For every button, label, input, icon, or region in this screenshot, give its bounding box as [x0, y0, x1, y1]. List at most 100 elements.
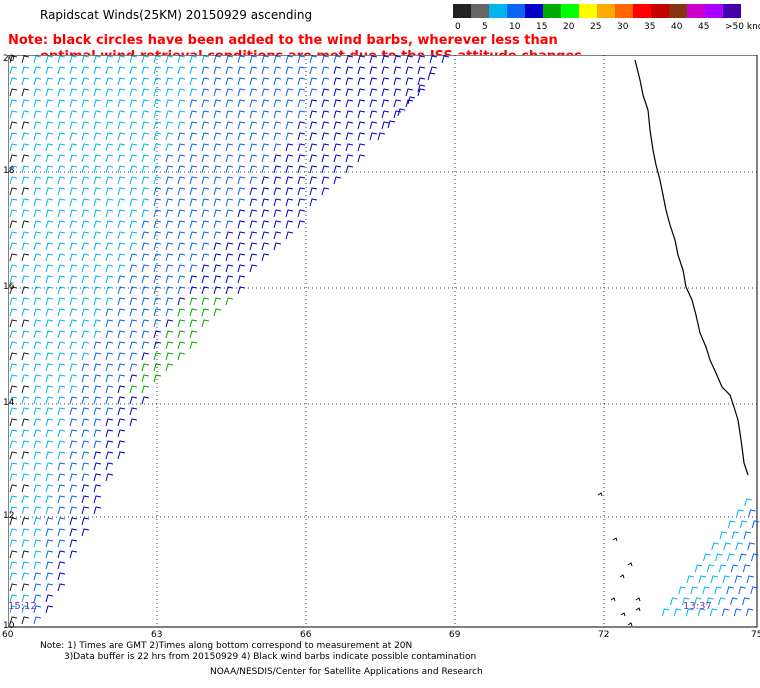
legend-label: 10 — [509, 22, 521, 32]
wind-barb-icon — [237, 121, 246, 130]
wind-barb-icon — [9, 253, 18, 262]
wind-barb-icon — [261, 242, 270, 251]
wind-barb-icon — [153, 154, 162, 163]
wind-barb-icon — [69, 319, 78, 328]
wind-barb-icon — [261, 66, 270, 75]
wind-barb-icon — [309, 110, 318, 119]
wind-barb-icon — [285, 143, 294, 152]
wind-barb-icon — [69, 528, 78, 537]
wind-barb-icon — [57, 275, 66, 284]
wind-barb-icon — [9, 561, 18, 570]
wind-barb-icon — [213, 132, 222, 141]
wind-barb-icon — [153, 341, 162, 350]
wind-barb-icon — [129, 253, 138, 262]
wind-barb-icon — [309, 121, 318, 130]
wind-barb-icon — [177, 297, 186, 306]
wind-barb-icon — [9, 132, 18, 141]
wind-barb-icon — [273, 66, 282, 75]
wind-barb-icon — [321, 187, 330, 196]
wind-barb-icon — [21, 594, 30, 603]
wind-barb-icon — [273, 77, 282, 86]
wind-barb-icon — [201, 308, 210, 317]
wind-barb-icon — [129, 385, 138, 394]
wind-barb-icon — [57, 341, 66, 350]
wind-barb-icon — [105, 220, 114, 229]
island-mark — [627, 622, 633, 627]
wind-barb-icon — [105, 462, 114, 471]
wind-barb-icon — [21, 330, 30, 339]
wind-barb-icon — [33, 583, 42, 592]
wind-barb-icon — [21, 110, 30, 119]
wind-barb-icon — [69, 154, 78, 163]
wind-barb-icon — [201, 220, 210, 229]
wind-barb-icon — [249, 77, 258, 86]
wind-barb-icon — [297, 187, 306, 196]
wind-barb-icon — [189, 187, 198, 196]
wind-barb-icon — [9, 220, 18, 229]
wind-barb-icon — [117, 66, 126, 75]
wind-barb-icon — [81, 176, 90, 185]
wind-barb-icon — [69, 473, 78, 482]
wind-barb-icon — [141, 154, 150, 163]
wind-barb-icon — [333, 121, 342, 130]
wind-barb-icon — [177, 341, 186, 350]
wind-barb-icon — [57, 451, 66, 460]
wind-barb-icon — [81, 253, 90, 262]
wind-barb-icon — [333, 77, 342, 86]
wind-barb-icon — [249, 66, 258, 75]
wind-barb-icon — [21, 231, 30, 240]
wind-barb-icon — [93, 407, 102, 416]
wind-barb-icon — [393, 88, 402, 97]
wind-barb-icon — [285, 132, 294, 141]
wind-barb-icon — [45, 583, 54, 592]
wind-barb-icon — [141, 220, 150, 229]
wind-barb-icon — [141, 99, 150, 108]
wind-barb-icon — [417, 88, 426, 97]
wind-barb-icon — [225, 121, 234, 130]
legend-swatch — [597, 4, 615, 18]
wind-barb-icon — [45, 374, 54, 383]
wind-barb-icon — [9, 583, 18, 592]
wind-barb-icon — [57, 297, 66, 306]
wind-barb-icon — [165, 198, 174, 207]
wind-barb-icon — [393, 55, 402, 64]
wind-barb-icon — [141, 132, 150, 141]
wind-barb-icon — [105, 473, 114, 482]
wind-barb-icon — [81, 286, 90, 295]
longitude-label: 75 — [751, 630, 760, 640]
wind-barb-icon — [33, 99, 42, 108]
wind-barb-icon — [81, 198, 90, 207]
wind-barb-icon — [9, 418, 18, 427]
wind-barb-icon — [129, 209, 138, 218]
wind-barb-icon — [225, 165, 234, 174]
wind-barb-icon — [117, 253, 126, 262]
wind-barb-icon — [201, 253, 210, 262]
wind-barb-icon — [117, 374, 126, 383]
wind-barb-icon — [81, 121, 90, 130]
wind-barb-icon — [9, 605, 18, 614]
wind-barb-icon — [33, 176, 42, 185]
wind-barb-icon — [381, 55, 390, 64]
wind-barb-icon — [225, 143, 234, 152]
wind-barb-icon — [249, 88, 258, 97]
wind-barb-icon — [225, 88, 234, 97]
island-mark — [619, 574, 625, 579]
wind-barb-icon — [718, 564, 727, 573]
wind-barb-icon — [321, 55, 330, 64]
wind-barb-icon — [721, 608, 730, 617]
wind-barb-icon — [105, 429, 114, 438]
wind-barb-icon — [45, 242, 54, 251]
wind-barb-icon — [201, 242, 210, 251]
wind-barb-icon — [93, 187, 102, 196]
wind-barb-icon — [153, 176, 162, 185]
wind-barb-icon — [33, 462, 42, 471]
wind-barb-icon — [105, 154, 114, 163]
wind-barb-icon — [153, 55, 162, 64]
wind-barb-icon — [141, 275, 150, 284]
wind-barb-icon — [177, 55, 186, 64]
wind-barb-icon — [747, 542, 755, 551]
wind-barb-icon — [45, 451, 54, 460]
wind-barb-icon — [177, 99, 186, 108]
wind-barb-icon — [9, 341, 18, 350]
wind-barb-icon — [429, 66, 438, 75]
